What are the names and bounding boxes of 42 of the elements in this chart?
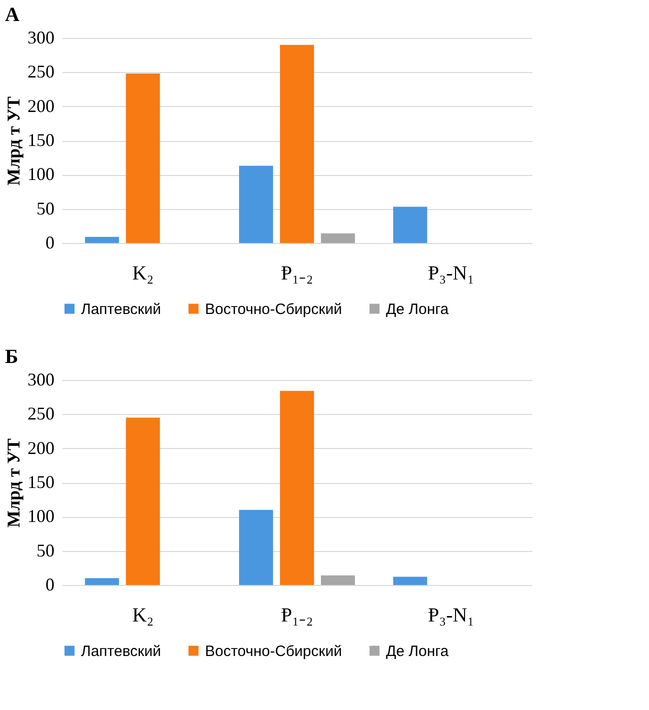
bar [280, 390, 314, 585]
y-tick-label: 50 [36, 540, 54, 560]
y-tick-label: 150 [28, 130, 54, 150]
y-axis-title: Млрд т УТ [4, 438, 24, 528]
x-tick-label: Ᵽ₃-N₁ [428, 262, 474, 284]
y-tick-label: 150 [28, 472, 54, 492]
y-tick-label: 250 [28, 62, 54, 82]
legend-label: Восточно-Сбирский [205, 300, 342, 318]
bar [320, 233, 355, 243]
chart-title: А [5, 4, 20, 26]
y-tick-label: 100 [28, 164, 54, 184]
bar [126, 74, 160, 243]
legend-label: Лаптевский [81, 300, 161, 318]
legend-label: Де Лонга [386, 300, 450, 318]
y-tick-label: 300 [28, 28, 54, 48]
chart-title: Б [5, 346, 18, 368]
y-tick-label: 200 [28, 438, 54, 458]
bar [126, 418, 160, 585]
y-tick-label: 300 [28, 370, 54, 390]
x-tick-label: K₂ [132, 262, 154, 284]
bar [239, 166, 274, 243]
y-tick-label: 0 [46, 232, 54, 252]
bar [320, 575, 355, 585]
legend-label: Восточно-Сбирский [205, 642, 342, 660]
y-tick-label: 50 [36, 198, 54, 218]
y-axis-title: Млрд т УТ [4, 96, 24, 186]
bar [280, 44, 314, 243]
legend-label: Лаптевский [81, 642, 161, 660]
x-tick-label: K₂ [132, 604, 154, 626]
y-tick-label: 0 [46, 574, 54, 594]
bar [84, 236, 119, 243]
legend-label: Де Лонга [386, 642, 450, 660]
x-tick-label: Ᵽ₁₋₂ [280, 262, 314, 284]
y-tick-label: 100 [28, 506, 54, 526]
bar [239, 510, 274, 585]
bar [393, 576, 428, 585]
y-tick-label: 250 [28, 404, 54, 424]
bar [84, 578, 119, 585]
y-tick-label: 200 [28, 96, 54, 116]
x-tick-label: Ᵽ₁₋₂ [280, 604, 314, 626]
bar [393, 206, 428, 243]
x-tick-label: Ᵽ₃-N₁ [428, 604, 474, 626]
